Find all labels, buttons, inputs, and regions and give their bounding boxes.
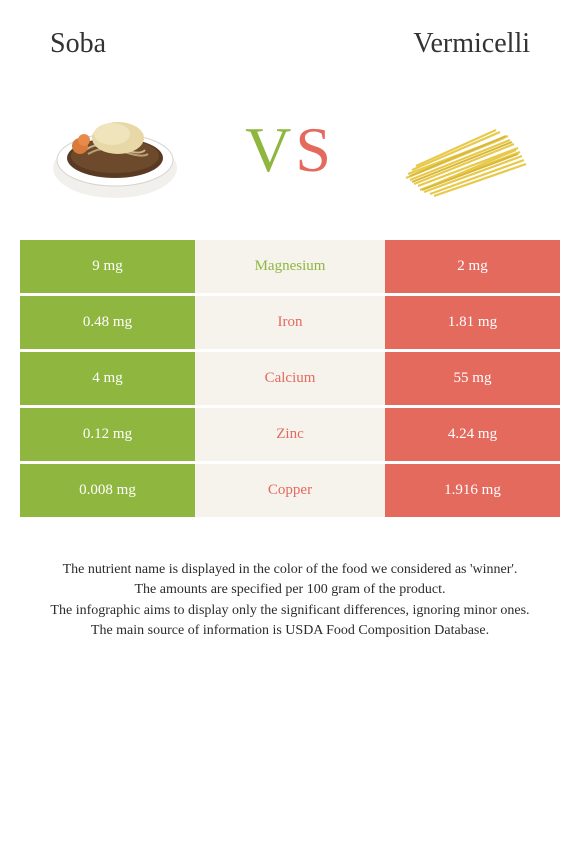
left-value: 4 mg <box>20 352 195 408</box>
right-food-title: Vermicelli <box>413 28 530 60</box>
header: Soba Vermicelli <box>0 0 580 70</box>
left-food-title: Soba <box>50 28 106 60</box>
vermicelli-image <box>390 90 540 210</box>
soba-image <box>40 90 190 210</box>
left-value: 9 mg <box>20 240 195 296</box>
vs-v: V <box>245 114 295 185</box>
table-row: 0.48 mgIron1.81 mg <box>20 296 560 352</box>
right-value: 2 mg <box>385 240 560 296</box>
right-value: 1.916 mg <box>385 464 560 520</box>
footer-line: The main source of information is USDA F… <box>20 621 560 641</box>
table-row: 0.12 mgZinc4.24 mg <box>20 408 560 464</box>
left-value: 0.48 mg <box>20 296 195 352</box>
nutrient-name: Iron <box>195 296 385 352</box>
footer-notes: The nutrient name is displayed in the co… <box>0 520 580 641</box>
left-value: 0.008 mg <box>20 464 195 520</box>
left-value: 0.12 mg <box>20 408 195 464</box>
nutrient-table: 9 mgMagnesium2 mg0.48 mgIron1.81 mg4 mgC… <box>20 240 560 520</box>
vs-label: VS <box>245 113 335 187</box>
table-row: 0.008 mgCopper1.916 mg <box>20 464 560 520</box>
nutrient-name: Magnesium <box>195 240 385 296</box>
footer-line: The nutrient name is displayed in the co… <box>20 560 560 580</box>
nutrient-name: Zinc <box>195 408 385 464</box>
nutrient-name: Copper <box>195 464 385 520</box>
right-value: 1.81 mg <box>385 296 560 352</box>
table-row: 9 mgMagnesium2 mg <box>20 240 560 296</box>
nutrient-name: Calcium <box>195 352 385 408</box>
versus-row: VS <box>0 70 580 240</box>
table-row: 4 mgCalcium55 mg <box>20 352 560 408</box>
right-value: 55 mg <box>385 352 560 408</box>
vs-s: S <box>295 114 335 185</box>
footer-line: The infographic aims to display only the… <box>20 601 560 621</box>
footer-line: The amounts are specified per 100 gram o… <box>20 580 560 600</box>
right-value: 4.24 mg <box>385 408 560 464</box>
